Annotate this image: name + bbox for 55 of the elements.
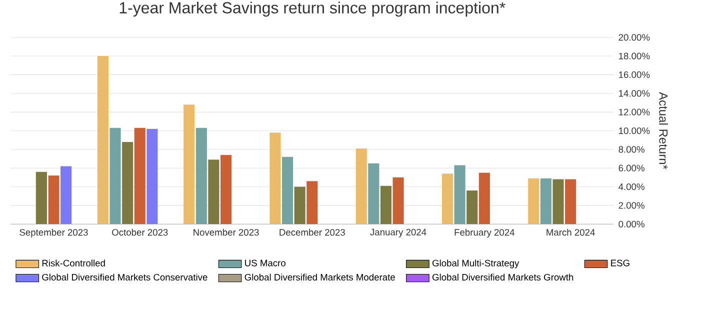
legend-label: US Macro	[245, 259, 286, 266]
y-tick-label: 4.00%	[618, 183, 644, 190]
bar	[380, 186, 392, 224]
bar	[122, 142, 134, 224]
y-tick-label: 6.00%	[618, 164, 644, 172]
bar	[282, 156, 294, 224]
bar	[220, 154, 232, 224]
x-tick-label: December 2023	[280, 228, 345, 236]
bar	[540, 178, 552, 224]
legend-label: ESG	[611, 259, 630, 266]
legend-label: Risk-Controlled	[42, 259, 105, 266]
y-axis-title: Actual Return*	[659, 92, 668, 169]
x-tick-label: March 2024	[546, 228, 595, 236]
y-tick-label: 16.00%	[619, 71, 650, 78]
bar	[110, 128, 121, 224]
bar	[294, 186, 306, 224]
bar	[368, 163, 380, 224]
bar	[528, 178, 540, 224]
y-tick-label: 2.00%	[618, 202, 644, 208]
x-tick-label: September 2023	[20, 228, 88, 238]
bar	[466, 190, 478, 224]
bar	[478, 172, 490, 224]
x-tick-label: January 2024	[370, 228, 426, 238]
legend-label: Global Diversified Markets Growth	[432, 273, 574, 280]
y-tick-label: 0.00%	[618, 220, 644, 228]
y-tick-label: 8.00%	[618, 146, 644, 152]
bar	[60, 166, 72, 224]
bar	[97, 56, 108, 224]
y-tick-label: 12.00%	[619, 108, 650, 116]
x-tick-label: February 2024	[454, 228, 514, 238]
bar	[392, 177, 404, 224]
bar	[306, 180, 318, 224]
legend-label: Global Multi-Strategy	[432, 259, 520, 268]
bar	[48, 175, 60, 224]
bar	[442, 173, 454, 224]
bar	[184, 104, 195, 224]
bar	[208, 159, 220, 224]
bar	[146, 128, 158, 224]
bar	[454, 165, 466, 224]
bar	[36, 172, 47, 224]
bar	[270, 132, 281, 224]
x-tick-label: October 2023	[112, 228, 168, 236]
legend-label: Global Diversified Markets Moderate	[244, 273, 395, 280]
legend-label: Global Diversified Markets Conservative	[42, 273, 208, 280]
bar	[134, 128, 146, 224]
y-tick-label: 18.00%	[619, 52, 650, 60]
y-tick-label: 10.00%	[619, 127, 650, 134]
bar	[356, 148, 367, 224]
x-tick-label: November 2023	[194, 228, 259, 236]
bar	[196, 128, 207, 224]
bar	[565, 179, 576, 224]
y-tick-label: 20.00%	[618, 34, 650, 40]
bar	[552, 179, 564, 224]
y-tick-label: 14.00%	[619, 90, 650, 96]
chart-title: 1-year Market Savings return since program inception*	[120, 1, 506, 16]
